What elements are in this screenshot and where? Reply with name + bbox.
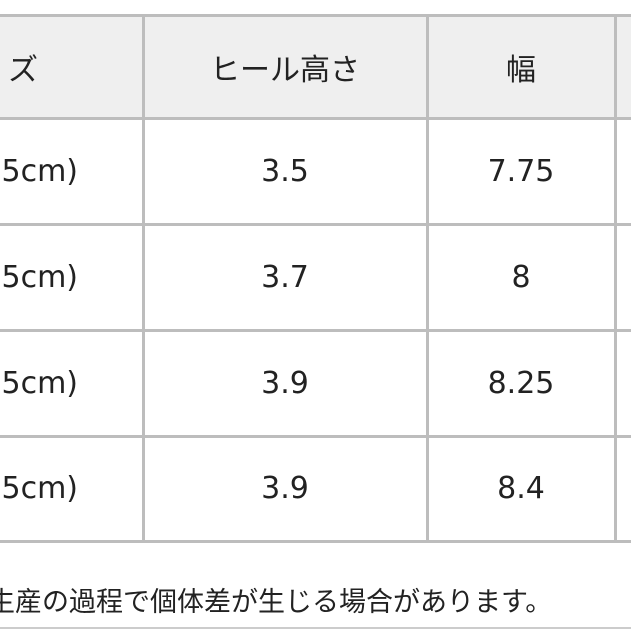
grid-line (0, 540, 631, 543)
grid-line (614, 14, 617, 543)
grid-line (0, 14, 631, 17)
table-cell: 8 (511, 259, 531, 295)
grid-line (142, 14, 145, 543)
table-cell: 5cm) (1, 259, 78, 295)
divider (0, 627, 631, 629)
header-cell: ズ (0, 15, 143, 118)
grid-line (0, 435, 631, 438)
grid-line (0, 117, 631, 120)
footer-note: 生産の過程で個体差が生じる場合があります。 (0, 587, 553, 618)
table-cell: 3.9 (261, 471, 309, 506)
header-cell (615, 15, 631, 118)
table-cell: 3.9 (261, 365, 309, 401)
table-cell: 5cm) (1, 365, 78, 401)
table-cell: 3.5 (261, 153, 309, 189)
grid-line (426, 14, 429, 543)
table-cell: 8.25 (487, 365, 555, 401)
table-cell: 5cm) (1, 153, 78, 189)
table-cell: 3.7 (261, 259, 309, 295)
table-cell: 7.75 (487, 153, 555, 189)
grid-line (0, 223, 631, 226)
header-cell: 幅 (427, 15, 615, 118)
header-cell: ヒール高さ (143, 15, 427, 118)
grid-line (0, 329, 631, 332)
table-cell: 8.4 (497, 471, 545, 506)
table-cell: 5cm) (1, 471, 78, 506)
